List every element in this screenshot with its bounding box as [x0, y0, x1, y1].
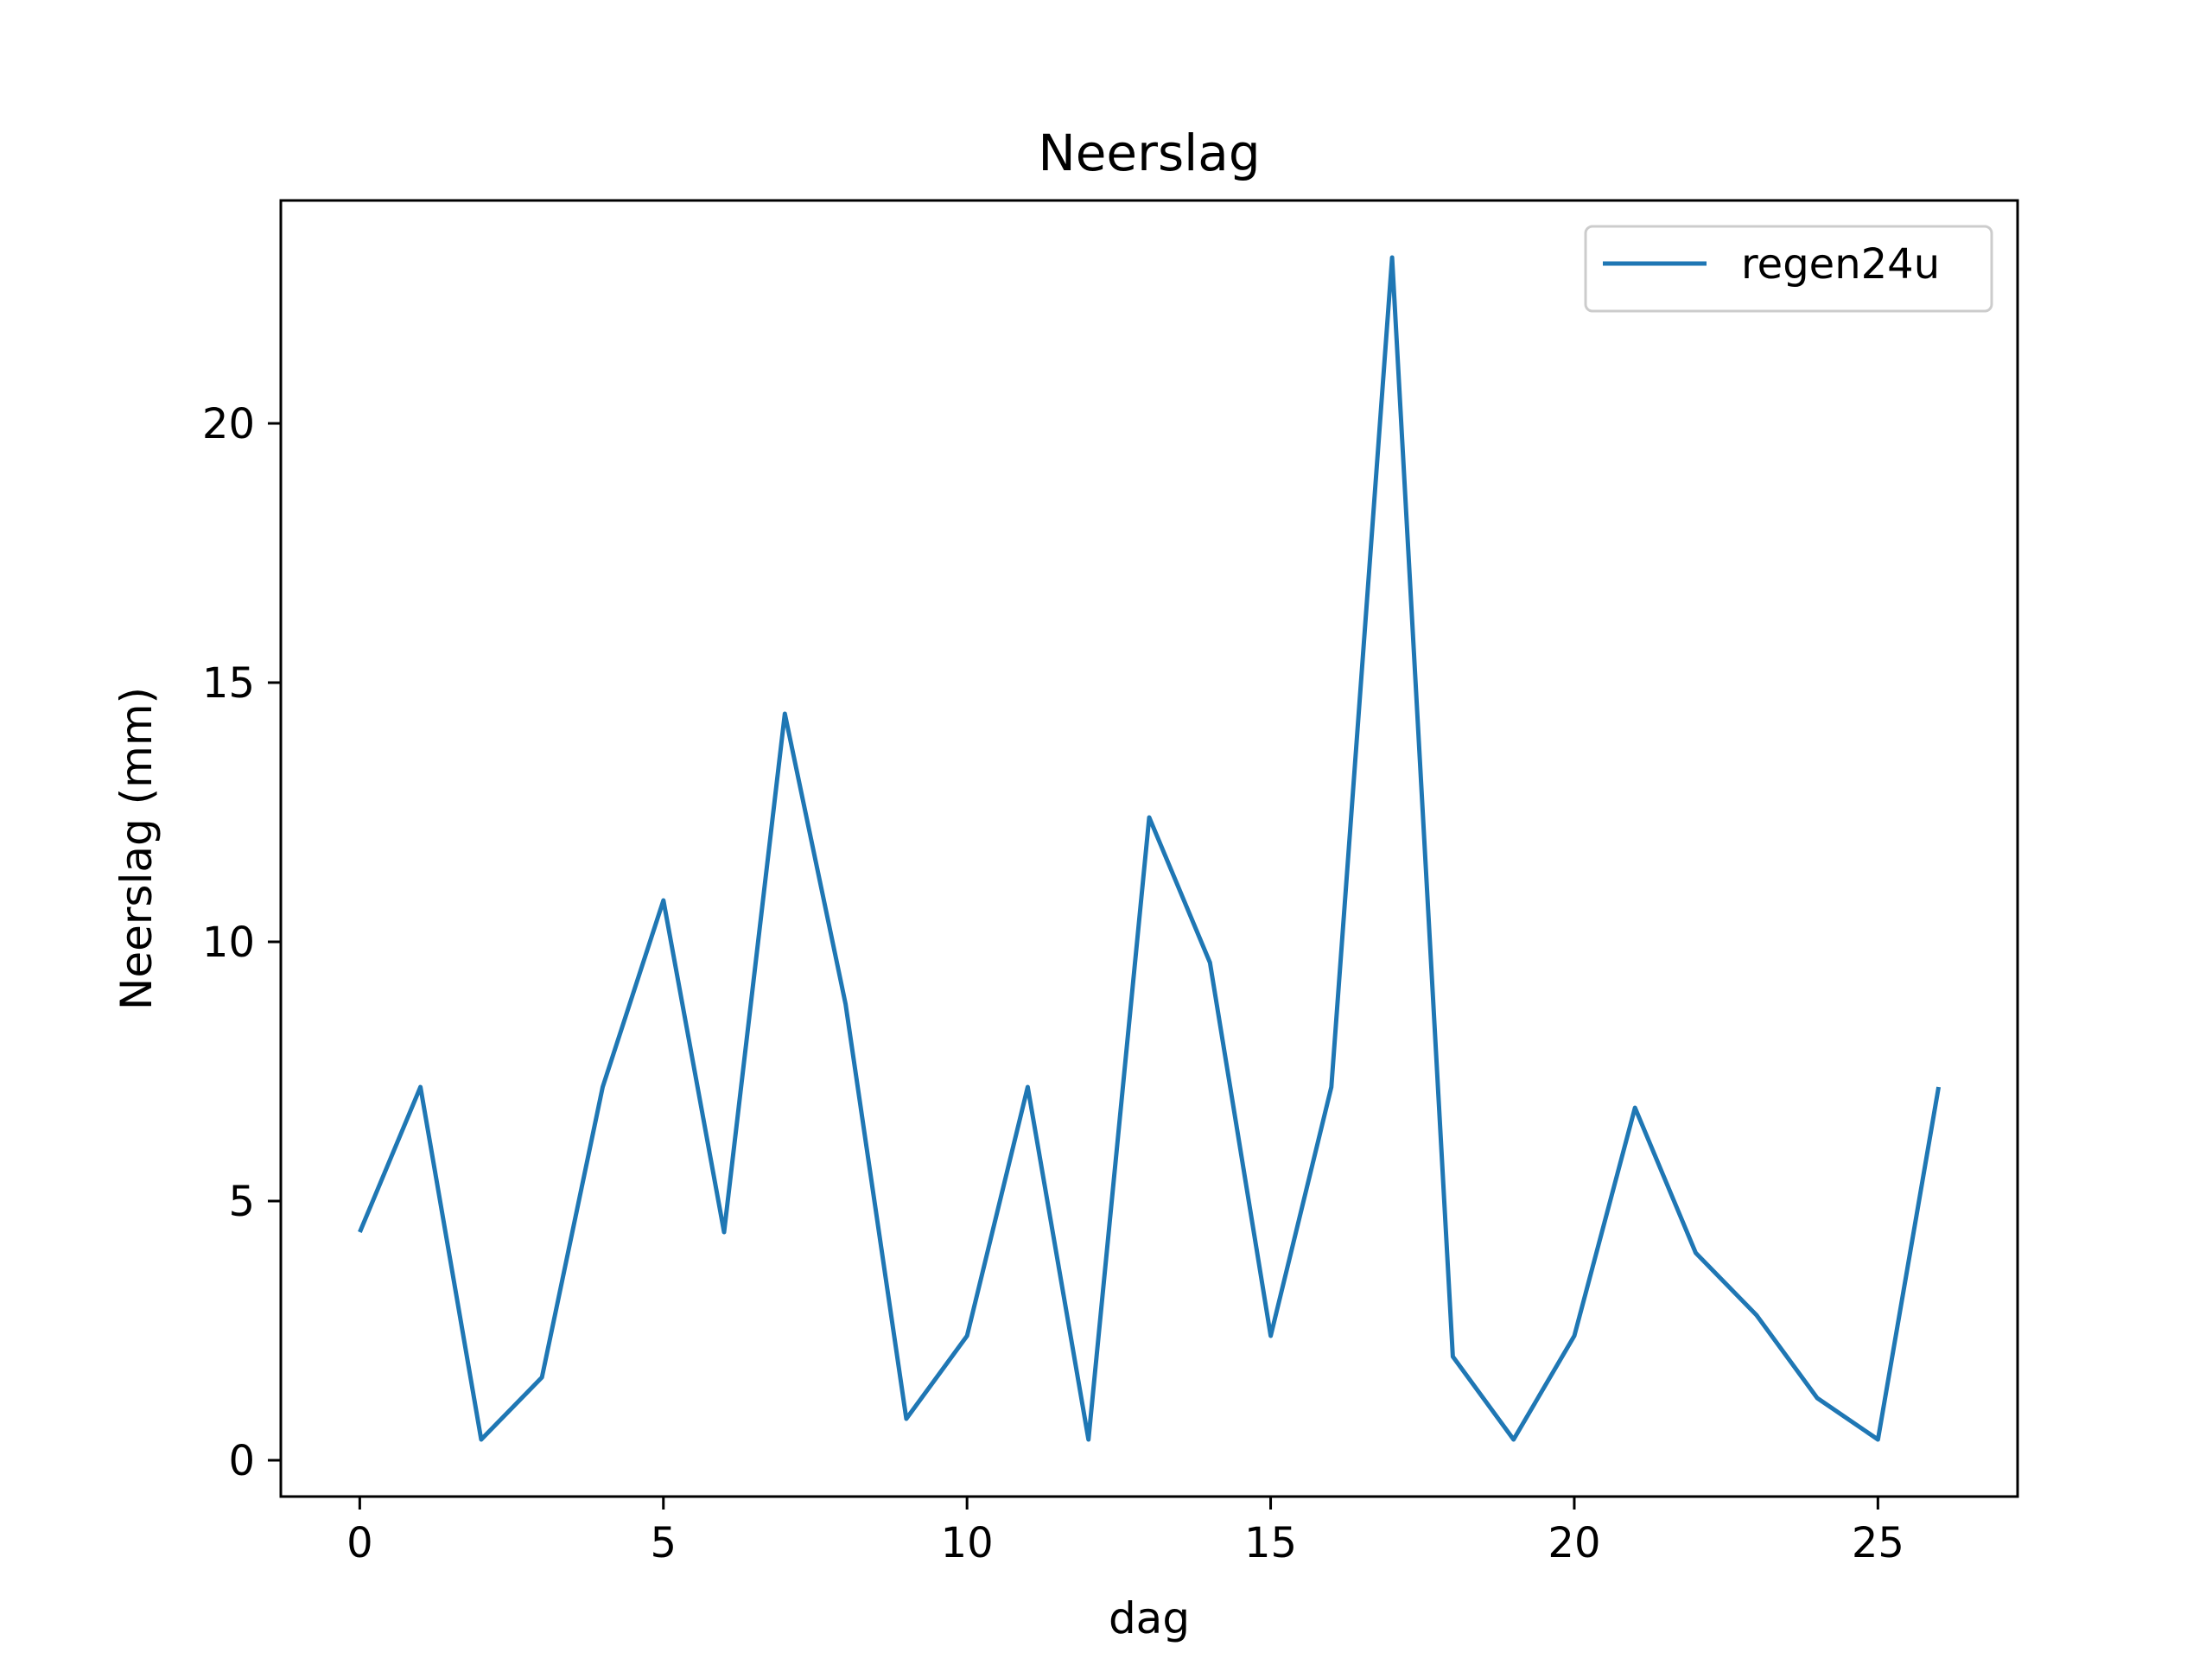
- x-tick-label: 5: [650, 1519, 677, 1567]
- y-tick-label: 0: [228, 1437, 255, 1485]
- x-tick-label: 20: [1548, 1519, 1600, 1567]
- chart-title: Neerslag: [1038, 124, 1260, 182]
- y-tick-label: 10: [202, 918, 255, 967]
- x-tick-label: 10: [941, 1519, 994, 1567]
- plot-area-frame: [279, 199, 2019, 1498]
- x-axis-label: dag: [1109, 1593, 1190, 1643]
- x-axis-ticks: 0 5 10 15 20 25: [346, 1497, 1904, 1567]
- y-tick-label: 5: [228, 1178, 255, 1226]
- y-tick-label: 15: [202, 659, 255, 708]
- y-axis-label: Neerslag (mm): [111, 687, 162, 1010]
- x-tick-label: 15: [1244, 1519, 1297, 1567]
- x-tick-label: 0: [346, 1519, 373, 1567]
- series-line-regen24u: [358, 255, 1942, 1442]
- y-tick-label: 20: [202, 400, 255, 448]
- legend: regen24u: [1584, 225, 1993, 313]
- x-tick-label: 25: [1852, 1519, 1904, 1567]
- y-axis-ticks: 0 5 10 15 20: [202, 400, 281, 1485]
- series-layer: [358, 255, 1942, 1442]
- legend-label: regen24u: [1741, 240, 1940, 289]
- legend-box: [1584, 225, 1993, 313]
